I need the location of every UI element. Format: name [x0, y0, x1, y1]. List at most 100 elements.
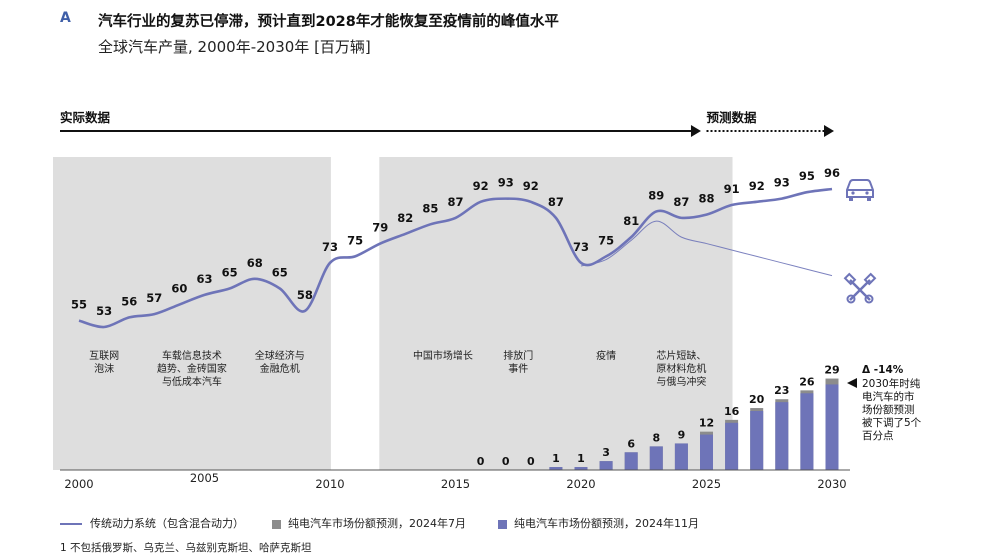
ev-bar-nov	[700, 434, 713, 470]
event-label: 疫情	[596, 349, 616, 362]
production-value-label: 85	[422, 201, 438, 215]
event-label: 全球经济与	[255, 349, 305, 362]
ev-bar-nov	[624, 452, 638, 470]
x-tick-label: 2030	[817, 477, 846, 491]
production-value-label: 58	[297, 288, 313, 302]
forecast-period-label: 预测数据	[707, 110, 758, 125]
period-indicator: 实际数据 预测数据	[60, 110, 834, 137]
ev-share-bars	[549, 378, 839, 470]
x-tick-label: 2025	[692, 477, 721, 491]
event-label: 芯片短缺、	[656, 349, 706, 362]
annotation-text-line: 场份额预测	[862, 403, 915, 416]
production-value-label: 75	[347, 233, 363, 247]
ev-bar-nov	[599, 461, 613, 470]
ev-share-value-label: 0	[502, 455, 510, 468]
production-value-label: 87	[548, 195, 564, 209]
x-tick-label: 2015	[441, 477, 470, 491]
production-value-label: 55	[71, 298, 87, 312]
annotation-arrow	[847, 378, 857, 388]
piston-head	[863, 272, 877, 286]
event-label: 互联网	[89, 350, 119, 362]
legend-item-ev-nov: 纯电汽车市场份额预测，2024年11月	[498, 515, 699, 531]
forecast-period-arrow	[824, 125, 834, 137]
event-label: 车载信息技术	[162, 349, 222, 362]
legend-box-gray	[272, 519, 281, 529]
event-label: 泡沫	[94, 362, 114, 375]
footnote: 1 不包括俄罗斯、乌克兰、乌兹别克斯坦、哈萨克斯坦	[60, 542, 312, 554]
annotation-text-line: 被下调了5个	[862, 416, 922, 429]
actual-period-arrow	[690, 125, 701, 137]
production-value-label: 88	[698, 192, 714, 206]
annotation-text-line: 电汽车的市	[862, 390, 915, 403]
production-value-label: 82	[397, 211, 413, 225]
event-band	[479, 157, 557, 470]
ev-share-value-label: 26	[799, 375, 815, 388]
event-label: 趋势、金砖国家	[157, 362, 227, 375]
production-value-label: 93	[498, 176, 514, 190]
ev-bar-nov	[800, 393, 814, 470]
event-label: 事件	[508, 362, 528, 375]
event-label: 金融危机	[260, 362, 300, 375]
production-value-label: 68	[247, 256, 263, 270]
legend-label-ev-nov: 纯电汽车市场份额预测，2024年11月	[514, 517, 699, 530]
ev-bar-nov	[775, 402, 789, 470]
production-value-label: 63	[196, 272, 212, 286]
ice-production-line	[78, 187, 833, 329]
x-tick-label: 2020	[566, 477, 595, 491]
production-value-label: 87	[447, 195, 463, 209]
piston-head	[843, 272, 857, 286]
series-icons	[843, 179, 877, 304]
x-axis: 2000 2005 2010 2015 2020 2025 2030	[60, 469, 850, 491]
ev-bar-nov	[825, 384, 839, 470]
production-value-label: 73	[322, 240, 338, 254]
car-wheel	[849, 197, 853, 201]
production-value-label: 56	[121, 294, 137, 308]
event-band	[228, 157, 331, 470]
production-value-label: 53	[96, 304, 112, 318]
engine-pistons-icon	[843, 272, 877, 304]
production-labels: 55 53 56 57 60 63 65 68 65 58 73 75 79 82 85 87 92 93 92 87…	[71, 166, 840, 318]
ev-bar-nov	[574, 467, 588, 470]
piston-crank	[864, 294, 874, 304]
legend-label-ice: 传统动力系统（包含混合动力）	[90, 517, 244, 530]
ev-bar-nov	[750, 411, 764, 470]
ev-share-value-label: 29	[824, 364, 839, 377]
ev-share-value-label: 6	[627, 437, 635, 450]
car-body	[846, 179, 874, 198]
production-value-label: 89	[648, 188, 664, 202]
production-value-label: 75	[598, 233, 614, 247]
ev-share-value-label: 0	[527, 455, 535, 468]
production-lines	[78, 187, 833, 329]
production-value-label: 60	[171, 282, 187, 296]
legend-item-ev-july: 纯电汽车市场份额预测，2024年7月	[272, 515, 466, 531]
chart-subtitle: 全球汽车产量, 2000年-2030年 [百万辆]	[98, 38, 371, 56]
annotation-text-line: 2030年时纯	[862, 377, 921, 390]
production-value-label: 57	[146, 291, 162, 305]
production-value-label: 87	[673, 195, 689, 209]
ev-bar-nov	[725, 422, 739, 470]
annotation-text-line: 百分点	[862, 430, 894, 442]
production-value-label: 81	[623, 214, 639, 228]
ev-share-value-label: 20	[749, 393, 765, 406]
ev-bar-nov	[649, 446, 663, 470]
legend-item-ice: 传统动力系统（包含混合动力）	[60, 515, 244, 531]
production-value-label: 96	[824, 166, 840, 180]
ev-bar-nov	[549, 467, 563, 470]
production-value-label: 95	[799, 169, 815, 183]
event-label: 排放门	[503, 349, 533, 362]
x-tick-label: 2005	[190, 471, 219, 485]
ev-share-value-label: 9	[678, 428, 686, 441]
production-value-label: 91	[724, 182, 740, 196]
production-value-label: 92	[473, 179, 489, 193]
x-tick-label: 2010	[315, 477, 344, 491]
ev-share-value-label: 12	[699, 417, 714, 430]
ev-share-value-label: 3	[602, 446, 610, 459]
ice-production-excl-line	[580, 220, 833, 277]
ev-bar-nov	[674, 443, 688, 470]
ev-share-value-label: 23	[774, 384, 789, 397]
car-icon	[846, 179, 874, 201]
actual-period-label: 实际数据	[60, 110, 111, 125]
